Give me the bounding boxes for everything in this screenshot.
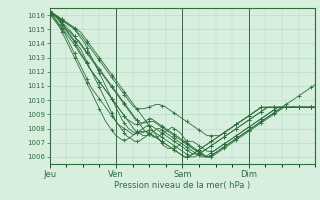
X-axis label: Pression niveau de la mer( hPa ): Pression niveau de la mer( hPa )	[114, 181, 251, 190]
